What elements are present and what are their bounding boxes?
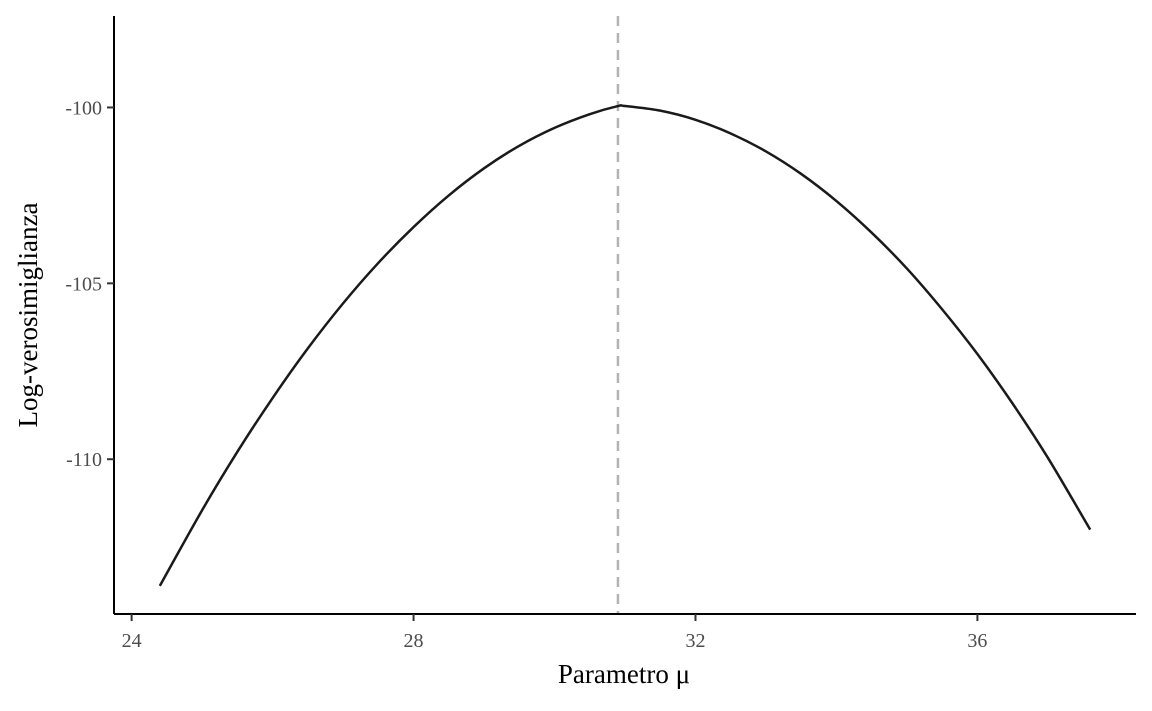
x-tick-label: 24 <box>122 630 142 652</box>
x-axis-ticks: 24 28 32 36 <box>122 614 987 652</box>
y-tick-label: -100 <box>65 97 102 119</box>
x-tick-label: 32 <box>685 630 705 652</box>
x-tick-label: 28 <box>404 630 424 652</box>
y-axis-title: Log-verosimiglianza <box>13 203 43 428</box>
y-tick-label: -110 <box>66 449 102 471</box>
x-axis-title: Parametro μ <box>558 659 690 689</box>
y-axis-ticks: -100 -105 -110 <box>65 97 114 471</box>
log-likelihood-curve <box>158 104 1092 587</box>
y-tick-label: -105 <box>65 273 102 295</box>
plot-area <box>158 16 1092 614</box>
x-tick-label: 36 <box>967 630 987 652</box>
